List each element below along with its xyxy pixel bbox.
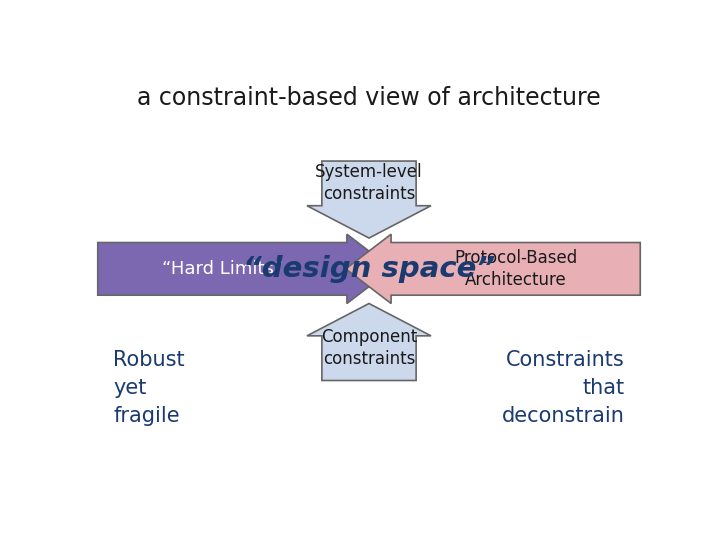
Text: System-level
constraints: System-level constraints (315, 163, 423, 202)
Polygon shape (307, 303, 431, 381)
Text: Robust
yet
fragile: Robust yet fragile (113, 350, 185, 426)
Text: Protocol-Based
Architecture: Protocol-Based Architecture (454, 249, 577, 289)
Text: Component
constraints: Component constraints (321, 328, 417, 368)
Polygon shape (307, 161, 431, 238)
Text: Constraints
that
deconstrain: Constraints that deconstrain (502, 350, 625, 426)
Text: “design space”: “design space” (243, 255, 495, 283)
Polygon shape (98, 234, 392, 303)
Text: a constraint-based view of architecture: a constraint-based view of architecture (137, 86, 601, 110)
Text: “Hard Limits”: “Hard Limits” (162, 260, 283, 278)
Polygon shape (346, 234, 640, 303)
